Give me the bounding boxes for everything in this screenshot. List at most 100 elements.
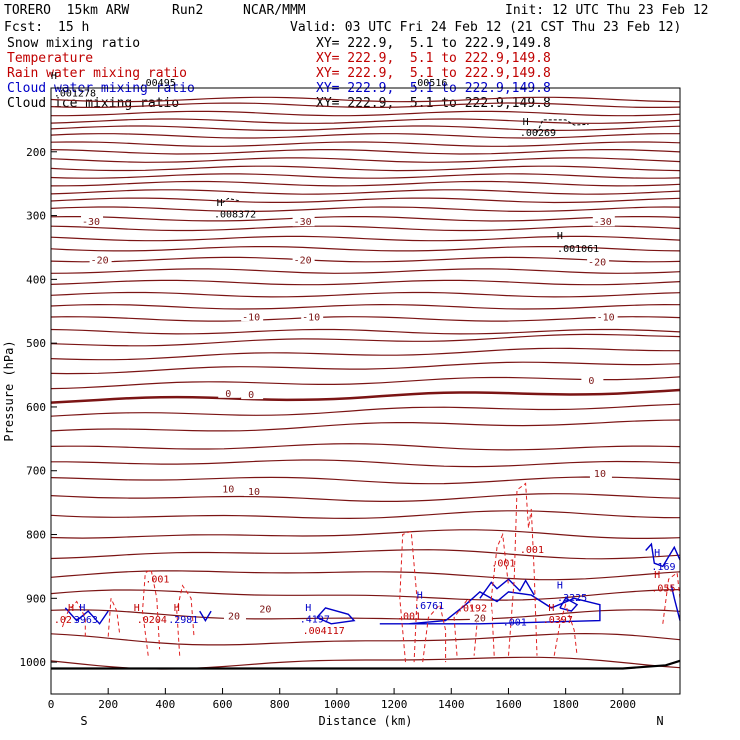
legend-snow-xy: XY= 222.9, 5.1 to 222.9,149.8	[316, 36, 551, 51]
extremum-label: .001	[491, 558, 515, 569]
cloud-water-contour	[479, 578, 535, 599]
extremum-label: .001	[145, 574, 169, 585]
extremum-label: .0192	[457, 604, 487, 615]
rain-water-contour	[107, 598, 121, 637]
extremum-label: .001	[503, 618, 527, 629]
high-marker: H	[557, 581, 563, 592]
isotherm-label: -20	[588, 257, 606, 268]
x-axis-label: Distance (km)	[319, 714, 413, 728]
isotherm-line	[50, 419, 681, 432]
isotherm-label-bg	[587, 255, 610, 267]
rain-water-contour	[422, 603, 447, 663]
isotherm-line	[50, 333, 681, 347]
isotherm-label: -20	[294, 256, 312, 267]
isotherm-label: 20	[228, 611, 240, 622]
x-end-label-north: N	[656, 714, 663, 728]
isotherm-line	[50, 388, 681, 404]
high-marker: H	[548, 603, 554, 614]
isotherm-label-bg	[589, 467, 612, 479]
extremum-label: 3963	[74, 615, 98, 626]
isotherm-label-bg	[469, 611, 492, 623]
header-org: NCAR/MMM	[243, 3, 306, 18]
isotherm-line	[50, 328, 681, 335]
isotherm-label: 10	[248, 487, 260, 498]
x-tick-label: 800	[270, 698, 290, 711]
rain-water-contour	[453, 597, 478, 656]
x-tick-label: 2000	[610, 698, 637, 711]
isotherm-line	[50, 632, 681, 646]
isotherm-line	[50, 173, 681, 179]
axes: 0 200 400 600 800 1000 1200 1400 1600 1800 2000200…	[20, 146, 637, 711]
isotherm-line	[50, 165, 681, 172]
terrain-line	[51, 659, 681, 670]
isotherm-label-bg	[301, 310, 324, 322]
legend-rain-xy: XY= 222.9, 5.1 to 222.9,149.8	[316, 66, 551, 81]
isotherm-label-bg	[218, 386, 241, 398]
isotherm-lines	[50, 96, 681, 670]
y-tick-label: 500	[26, 337, 46, 350]
y-tick-label: 700	[26, 465, 46, 478]
cloud-water-contour	[670, 585, 681, 621]
header-init: Init: 12 UTC Thu 23 Feb 12	[505, 3, 709, 18]
rain-water-contour	[141, 568, 161, 656]
rain-water-contour	[61, 600, 86, 637]
header-run: Run2	[172, 3, 204, 18]
isotherm-label: -30	[294, 217, 312, 228]
isotherm-line	[50, 316, 681, 322]
isotherm-label: 0	[248, 390, 254, 401]
isotherm-line	[50, 125, 681, 132]
isotherm-line	[50, 157, 681, 163]
cloud-ice-contours	[222, 119, 589, 204]
isotherm-label: -30	[594, 217, 612, 228]
isotherm-label: -10	[302, 312, 320, 323]
isotherm-line	[50, 216, 681, 222]
isotherm-label-bg	[243, 485, 266, 497]
extremum-label: .00269	[520, 128, 556, 139]
cloud-water-contour	[199, 610, 212, 622]
rain-water-contour	[490, 532, 509, 656]
extremum-label: .4197	[300, 615, 330, 626]
extremum-label: .6761	[414, 601, 444, 612]
isotherm-line	[50, 609, 681, 621]
isotherm-line	[50, 102, 681, 108]
x-tick-label: 0	[48, 698, 55, 711]
isotherm-line	[50, 361, 681, 375]
isotherm-label-bg	[81, 215, 104, 227]
high-marker: H	[654, 570, 660, 581]
cloud-water-contour	[64, 607, 109, 625]
cloud-water-contour	[645, 542, 681, 568]
isotherm-line	[50, 529, 681, 539]
isotherm-label-bg	[592, 215, 615, 227]
isotherm-line	[50, 96, 681, 103]
extremum-label: .2981	[168, 615, 198, 626]
legend-temperature-xy: XY= 222.9, 5.1 to 222.9,149.8	[316, 51, 551, 66]
terrain-line	[51, 659, 681, 670]
header-model: TORERO 15km ARW	[4, 3, 130, 18]
x-tick-label: 1000	[324, 698, 351, 711]
isotherm-line	[50, 206, 681, 213]
y-tick-label: 200	[26, 146, 46, 159]
isotherm-label: 20	[474, 613, 486, 624]
isotherm-label: 10	[594, 469, 606, 480]
isotherm-label-bg	[241, 310, 264, 322]
isotherm-label: -20	[91, 256, 109, 267]
isotherm-line	[51, 459, 681, 468]
isotherm-line	[50, 268, 681, 274]
isotherm-label-bg	[89, 253, 112, 265]
extremum-label: .008372	[214, 209, 256, 220]
isotherm-label-bg	[292, 215, 315, 227]
high-marker: H	[654, 548, 660, 559]
isotherm-line	[50, 476, 681, 485]
rain-water-contour	[176, 584, 195, 656]
isotherm-line	[50, 589, 681, 601]
cloud-ice-contour	[536, 119, 589, 133]
isotherm-line	[50, 510, 681, 520]
x-tick-label: 200	[98, 698, 118, 711]
y-axis-label: Pressure (hPa)	[2, 340, 16, 441]
isotherm-line	[50, 493, 681, 502]
isotherm-line	[51, 110, 681, 117]
y-tick-label: 800	[26, 529, 46, 542]
extremum-label: .02	[54, 615, 72, 626]
x-end-label-south: S	[80, 714, 87, 728]
